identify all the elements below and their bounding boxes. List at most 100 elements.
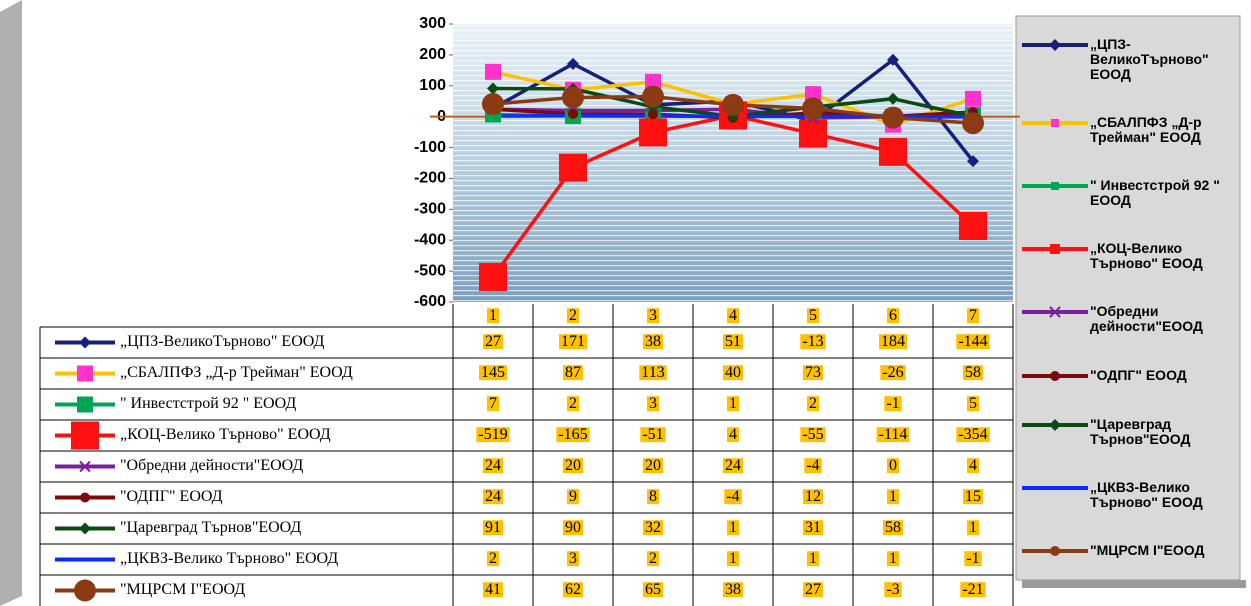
legend-label: „КОЦ-Велико Търново" ЕООД bbox=[1090, 240, 1203, 272]
legend-label: "Обредни дейности"ЕООД bbox=[1090, 303, 1203, 335]
legend-label: „ЦПЗ-ВеликоТърново" ЕООД bbox=[1090, 35, 1209, 82]
marker bbox=[645, 73, 661, 90]
table-value: 2 bbox=[489, 550, 497, 567]
table-value: 184 bbox=[881, 333, 905, 350]
cell-highlight bbox=[723, 334, 743, 350]
legend-swatch bbox=[1022, 370, 1088, 381]
marker bbox=[1048, 306, 1062, 319]
table-value: 73 bbox=[805, 364, 821, 381]
cell-highlight bbox=[556, 427, 590, 443]
marker bbox=[648, 109, 658, 120]
x-tick-label: 7 bbox=[969, 307, 977, 324]
table-value: 1 bbox=[729, 519, 737, 536]
table-value: 15 bbox=[965, 488, 981, 505]
cell-highlight bbox=[643, 458, 663, 474]
cell-highlight bbox=[963, 365, 983, 381]
table-value: 32 bbox=[645, 519, 661, 536]
table-value: -21 bbox=[962, 581, 983, 598]
table-value: 51 bbox=[725, 333, 741, 350]
x-tick-label: 2 bbox=[569, 307, 577, 324]
cell-highlight bbox=[967, 308, 979, 324]
marker bbox=[799, 119, 827, 148]
cell-highlight bbox=[963, 489, 983, 505]
y-tick-label: -100 bbox=[414, 139, 446, 156]
marker bbox=[879, 137, 907, 166]
marker bbox=[479, 262, 507, 291]
cell-highlight bbox=[807, 551, 819, 567]
table-value: 24 bbox=[725, 457, 741, 474]
table-value: -144 bbox=[958, 333, 987, 350]
cell-highlight bbox=[804, 458, 822, 474]
cell-highlight bbox=[727, 308, 739, 324]
legend-label: " Инвестстрой 92 " ЕООД bbox=[1090, 177, 1220, 209]
cell-highlight bbox=[563, 582, 583, 598]
table-value: -26 bbox=[882, 364, 903, 381]
cell-highlight bbox=[887, 489, 899, 505]
table-value: -4 bbox=[806, 457, 819, 474]
marker bbox=[77, 396, 93, 413]
legend-label: „ЦКВЗ-Велико Търново" ЕООД bbox=[1090, 479, 1203, 511]
table-value: -55 bbox=[802, 426, 823, 443]
cell-highlight bbox=[727, 396, 739, 412]
table-value: -51 bbox=[642, 426, 663, 443]
table-value: -13 bbox=[802, 333, 823, 350]
table-value: 40 bbox=[725, 364, 741, 381]
marker bbox=[485, 63, 501, 80]
legend-label: "МЦРСМ I"ЕООД bbox=[1090, 542, 1205, 559]
cell-highlight bbox=[887, 308, 899, 324]
cell-highlight bbox=[723, 365, 743, 381]
table-value: -165 bbox=[558, 426, 587, 443]
legend-swatch bbox=[1022, 244, 1088, 255]
cell-highlight bbox=[884, 396, 902, 412]
cell-highlight bbox=[483, 520, 503, 536]
marker bbox=[1051, 118, 1059, 127]
table-value: 90 bbox=[565, 519, 581, 536]
marker bbox=[77, 365, 93, 382]
cell-highlight bbox=[876, 427, 910, 443]
cell-highlight bbox=[956, 427, 990, 443]
cell-highlight bbox=[723, 458, 743, 474]
plot-texture bbox=[453, 24, 1013, 302]
table-value: -1 bbox=[886, 395, 899, 412]
row-label: „ЦКВЗ-Велико Търново" ЕООД bbox=[120, 550, 338, 567]
x-tick-label: 4 bbox=[729, 307, 737, 324]
marker bbox=[79, 522, 91, 535]
cell-highlight bbox=[879, 334, 907, 350]
cell-highlight bbox=[567, 489, 579, 505]
cell-highlight bbox=[967, 520, 979, 536]
cell-highlight bbox=[647, 551, 659, 567]
y-tick-label: -500 bbox=[414, 262, 446, 279]
cell-highlight bbox=[727, 520, 739, 536]
legend-item: „ЦПЗ-ВеликоТърново" ЕООД bbox=[1020, 35, 1236, 82]
cell-highlight bbox=[487, 551, 499, 567]
table-value: 9 bbox=[569, 488, 577, 505]
table-value: 20 bbox=[565, 457, 581, 474]
legend-label: "ОДПГ" ЕООД bbox=[1090, 366, 1187, 383]
table-value: 65 bbox=[645, 581, 661, 598]
table-value: 4 bbox=[729, 426, 737, 443]
cell-highlight bbox=[800, 334, 826, 350]
cell-highlight bbox=[887, 458, 899, 474]
cell-highlight bbox=[563, 520, 583, 536]
marker bbox=[887, 53, 899, 66]
x-tick-label: 3 bbox=[649, 307, 657, 324]
cell-highlight bbox=[647, 308, 659, 324]
marker bbox=[967, 155, 979, 168]
marker bbox=[802, 97, 824, 120]
table-value: 20 bbox=[645, 457, 661, 474]
cell-highlight bbox=[643, 520, 663, 536]
y-tick-label: -600 bbox=[414, 293, 446, 310]
table-value: -519 bbox=[478, 426, 507, 443]
row-label: "ОДПГ" ЕООД bbox=[120, 488, 223, 505]
row-label: "Обредни дейности"ЕООД bbox=[120, 457, 303, 474]
cell-highlight bbox=[479, 365, 507, 381]
table-value: 12 bbox=[805, 488, 821, 505]
cell-highlight bbox=[807, 308, 819, 324]
cell-highlight bbox=[803, 520, 823, 536]
legend: „ЦПЗ-ВеликоТърново" ЕООД „СБАЛПФЗ „Д-р Тр… bbox=[1020, 20, 1236, 576]
cell-highlight bbox=[803, 582, 823, 598]
marker bbox=[639, 118, 667, 147]
table-value: 0 bbox=[889, 457, 897, 474]
